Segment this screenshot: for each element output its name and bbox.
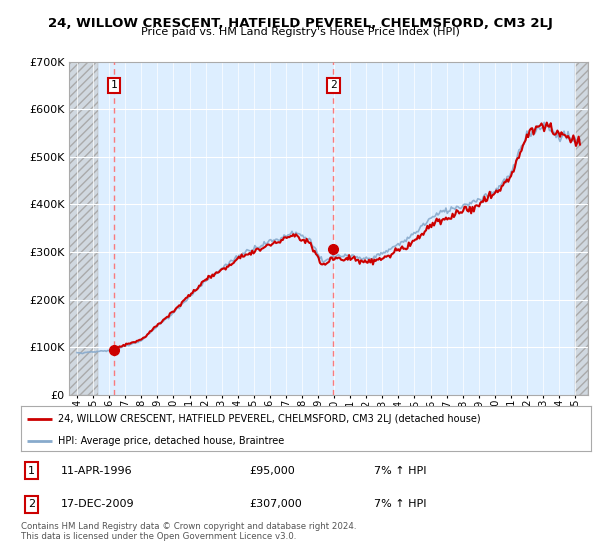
Text: £95,000: £95,000 [249,465,295,475]
Text: 24, WILLOW CRESCENT, HATFIELD PEVEREL, CHELMSFORD, CM3 2LJ: 24, WILLOW CRESCENT, HATFIELD PEVEREL, C… [47,17,553,30]
Text: 2: 2 [330,81,337,90]
Text: 11-APR-1996: 11-APR-1996 [61,465,133,475]
Text: 1: 1 [28,465,35,475]
Text: HPI: Average price, detached house, Braintree: HPI: Average price, detached house, Brai… [58,436,284,446]
Text: 17-DEC-2009: 17-DEC-2009 [61,500,134,510]
Text: £307,000: £307,000 [249,500,302,510]
Text: 7% ↑ HPI: 7% ↑ HPI [374,465,427,475]
Text: Price paid vs. HM Land Registry's House Price Index (HPI): Price paid vs. HM Land Registry's House … [140,27,460,38]
Text: 1: 1 [110,81,117,90]
Text: 2: 2 [28,500,35,510]
Text: 24, WILLOW CRESCENT, HATFIELD PEVEREL, CHELMSFORD, CM3 2LJ (detached house): 24, WILLOW CRESCENT, HATFIELD PEVEREL, C… [58,413,481,423]
Text: Contains HM Land Registry data © Crown copyright and database right 2024.
This d: Contains HM Land Registry data © Crown c… [21,522,356,542]
Text: 7% ↑ HPI: 7% ↑ HPI [374,500,427,510]
